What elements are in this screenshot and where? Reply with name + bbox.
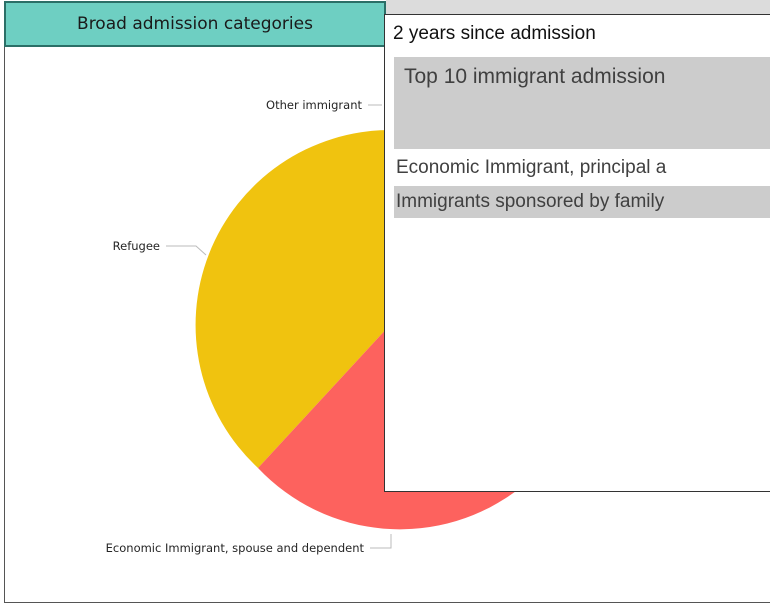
tooltip-row: Economic Immigrant, principal a bbox=[394, 152, 770, 184]
top-strip bbox=[386, 0, 770, 14]
pie-label-economic-spouse: Economic Immigrant, spouse and dependent bbox=[106, 541, 365, 555]
pie-label-refugee: Refugee bbox=[113, 239, 160, 253]
tooltip-title-block: Top 10 immigrant admission bbox=[394, 57, 770, 149]
pie-label-other-immigrant: Other immigrant bbox=[266, 98, 362, 112]
leader-line-economic-spouse bbox=[370, 534, 392, 549]
leader-line-refugee bbox=[166, 245, 207, 256]
tab-broad-admission-categories[interactable]: Broad admission categories bbox=[4, 1, 386, 47]
tooltip-row: Immigrants sponsored by family bbox=[394, 186, 770, 218]
tooltip-panel: 2 years since admission Top 10 immigrant… bbox=[384, 14, 770, 492]
pie-slice-refugee[interactable] bbox=[195, 130, 390, 468]
tooltip-header: 2 years since admission bbox=[393, 23, 596, 44]
tooltip-title: Top 10 immigrant admission bbox=[404, 65, 666, 88]
